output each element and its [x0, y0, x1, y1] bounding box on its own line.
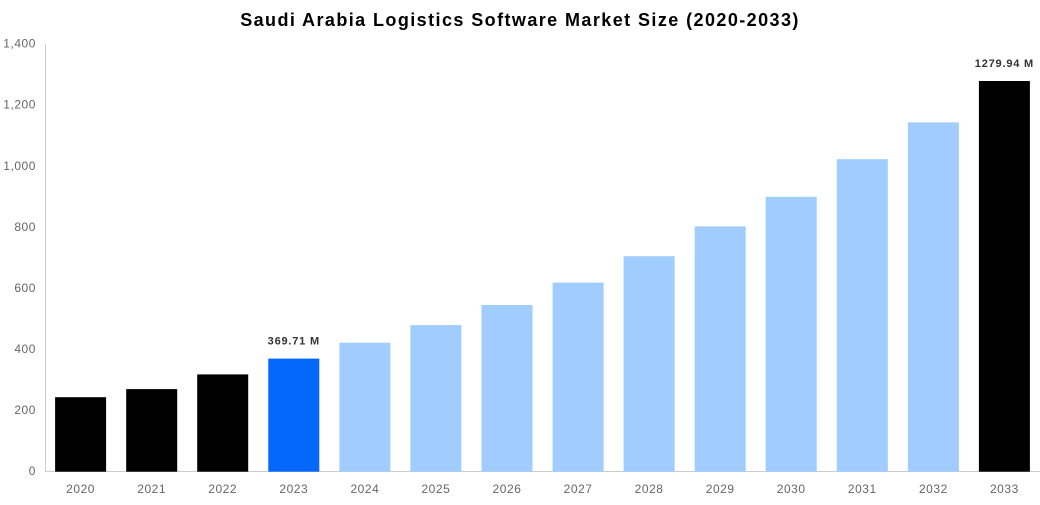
svg-text:1279.94 M: 1279.94 M [975, 58, 1034, 70]
svg-text:2023: 2023 [279, 482, 308, 496]
svg-text:1,400: 1,400 [3, 37, 36, 51]
svg-text:2033: 2033 [990, 482, 1019, 496]
svg-text:Saudi Arabia Logistics Softwar: Saudi Arabia Logistics Software Market S… [240, 10, 800, 30]
svg-text:1,000: 1,000 [3, 159, 36, 173]
svg-text:400: 400 [14, 342, 36, 356]
svg-text:2027: 2027 [564, 482, 593, 496]
svg-text:2030: 2030 [777, 482, 806, 496]
svg-text:2025: 2025 [421, 482, 450, 496]
svg-text:200: 200 [14, 403, 36, 417]
svg-text:2032: 2032 [919, 482, 948, 496]
svg-text:600: 600 [14, 281, 36, 295]
svg-text:2024: 2024 [350, 482, 379, 496]
svg-text:2020: 2020 [66, 482, 95, 496]
svg-text:2028: 2028 [635, 482, 664, 496]
svg-text:369.71 M: 369.71 M [268, 336, 320, 348]
svg-text:2031: 2031 [848, 482, 877, 496]
svg-text:2029: 2029 [706, 482, 735, 496]
svg-text:0: 0 [29, 464, 36, 478]
svg-text:2022: 2022 [208, 482, 237, 496]
svg-text:2021: 2021 [137, 482, 166, 496]
svg-text:800: 800 [14, 220, 36, 234]
svg-text:2026: 2026 [493, 482, 522, 496]
svg-text:1,200: 1,200 [3, 98, 36, 112]
